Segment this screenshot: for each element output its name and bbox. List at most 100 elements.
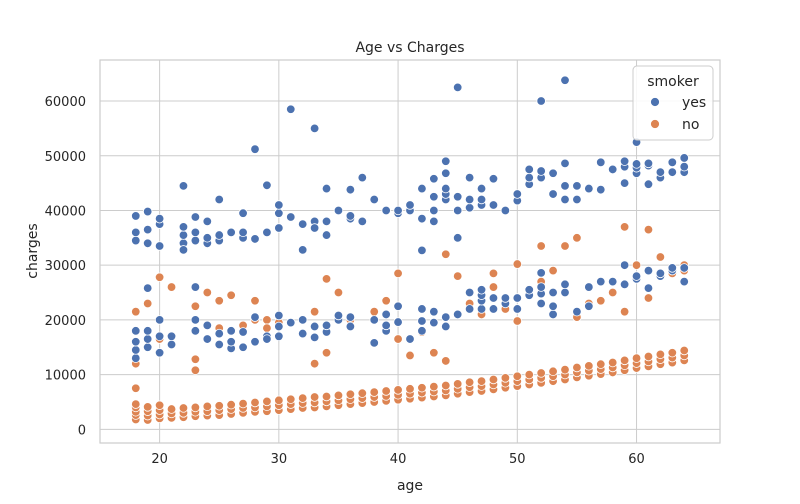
scatter-point-no (452, 379, 463, 389)
scatter-point-yes (643, 179, 654, 189)
scatter-point-no (190, 301, 201, 311)
scatter-point-yes (154, 315, 165, 325)
scatter-point-yes (441, 321, 451, 332)
scatter-point-yes (417, 213, 427, 224)
scatter-point-yes (536, 96, 546, 106)
scatter-point-yes (357, 172, 368, 183)
scatter-point-yes (142, 224, 153, 235)
scatter-point-no (429, 381, 439, 392)
scatter-point-no (214, 296, 224, 306)
x-tick-label: 30 (271, 452, 288, 467)
scatter-point-yes (274, 331, 284, 342)
scatter-point-yes (190, 212, 201, 222)
x-tick-label: 60 (628, 452, 645, 467)
scatter-point-no (596, 296, 606, 306)
y-tick-label: 50000 (45, 150, 86, 165)
scatter-point-yes (512, 304, 523, 314)
scatter-point-yes (154, 348, 165, 358)
scatter-point-yes (262, 334, 272, 344)
scatter-point-yes (190, 235, 201, 246)
scatter-point-yes (643, 158, 654, 169)
scatter-point-yes (321, 216, 332, 227)
scatter-point-no (262, 323, 272, 333)
scatter-point-yes (274, 310, 284, 321)
scatter-point-yes (238, 327, 248, 337)
scatter-point-yes (619, 178, 630, 188)
scatter-point-yes (214, 194, 224, 205)
scatter-point-no (154, 272, 165, 282)
scatter-point-yes (596, 276, 606, 287)
scatter-point-no (393, 268, 403, 279)
scatter-point-yes (262, 180, 272, 190)
scatter-point-no (560, 364, 570, 375)
scatter-point-no (262, 315, 272, 325)
scatter-point-no (369, 387, 379, 397)
scatter-point-yes (548, 189, 558, 199)
scatter-point-no (417, 383, 427, 393)
scatter-point-yes (667, 167, 678, 177)
scatter-point-yes (154, 331, 165, 342)
scatter-point-yes (679, 276, 689, 287)
scatter-point-yes (584, 183, 594, 194)
scatter-point-yes (488, 293, 499, 303)
scatter-point-no (274, 395, 284, 406)
scatter-point-yes (429, 174, 439, 184)
scatter-point-yes (226, 227, 236, 238)
scatter-point-no (405, 384, 415, 394)
scatter-point-yes (381, 320, 391, 331)
scatter-point-no (309, 392, 320, 402)
scatter-point-no (142, 402, 153, 412)
scatter-point-yes (250, 312, 260, 322)
scatter-point-no (512, 259, 523, 269)
scatter-point-yes (369, 315, 379, 325)
scatter-point-yes (476, 304, 487, 314)
scatter-point-yes (631, 159, 642, 169)
scatter-point-yes (286, 212, 296, 222)
scatter-point-no (512, 316, 523, 326)
scatter-point-yes (142, 283, 153, 293)
scatter-point-yes (667, 157, 678, 168)
scatter-point-no (321, 348, 332, 358)
scatter-point-no (441, 249, 451, 259)
scatter-point-yes (464, 172, 475, 183)
scatter-point-yes (476, 194, 487, 205)
scatter-point-yes (274, 321, 284, 332)
scatter-point-yes (405, 200, 415, 210)
scatter-point-yes (154, 241, 165, 251)
scatter-point-yes (250, 234, 260, 244)
scatter-point-yes (679, 161, 689, 172)
x-tick-label: 50 (509, 452, 526, 467)
scatter-point-yes (238, 208, 248, 218)
scatter-point-no (178, 403, 189, 413)
scatter-point-no (488, 268, 499, 279)
scatter-point-yes (297, 245, 308, 255)
scatter-point-yes (357, 216, 368, 227)
scatter-point-yes (345, 312, 356, 322)
scatter-point-no (321, 274, 332, 284)
scatter-point-yes (584, 301, 594, 311)
scatter-point-no (500, 373, 511, 383)
scatter-point-yes (131, 211, 141, 221)
scatter-point-yes (297, 219, 308, 229)
scatter-point-no (548, 265, 558, 276)
scatter-point-yes (214, 339, 224, 350)
x-axis-label: age (397, 478, 423, 494)
scatter-point-yes (131, 353, 141, 363)
y-tick-label: 20000 (45, 314, 86, 329)
scatter-point-no (166, 404, 177, 414)
scatter-point-yes (500, 205, 511, 216)
scatter-point-yes (417, 183, 427, 194)
scatter-point-yes (631, 271, 642, 281)
scatter-point-yes (417, 316, 427, 326)
scatter-point-yes (452, 82, 463, 93)
scatter-point-yes (596, 157, 606, 168)
scatter-point-yes (548, 168, 558, 178)
scatter-point-yes (381, 205, 391, 216)
scatter-point-yes (488, 174, 499, 184)
scatter-point-no (488, 282, 499, 292)
scatter-point-yes (512, 293, 523, 303)
scatter-point-no (381, 386, 391, 396)
scatter-point-yes (393, 301, 403, 311)
scatter-point-yes (536, 282, 546, 292)
scatter-point-no (142, 298, 153, 309)
